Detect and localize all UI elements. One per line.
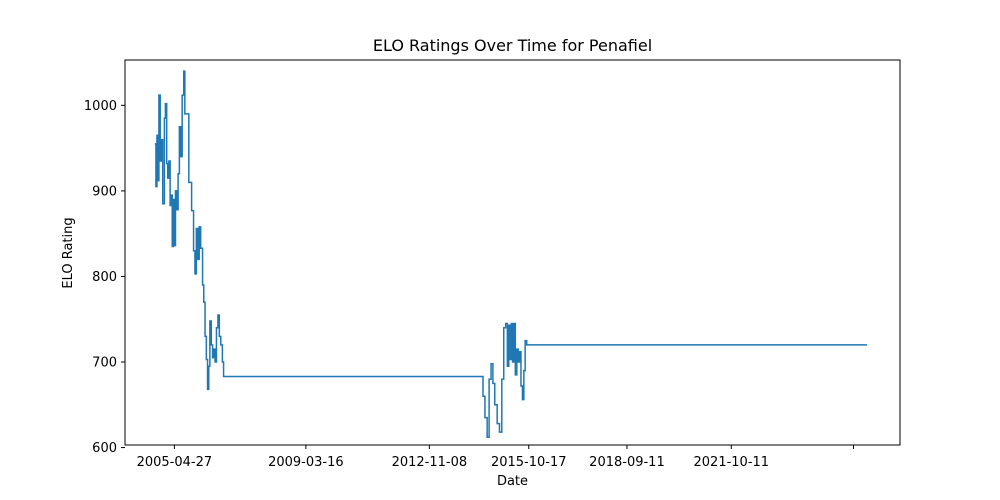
y-tick-label: 900 bbox=[92, 184, 117, 199]
x-tick-label: 2018-09-11 bbox=[589, 455, 665, 470]
y-tick-label: 600 bbox=[92, 441, 117, 456]
x-axis-label: Date bbox=[497, 474, 528, 489]
plot-layer bbox=[154, 70, 868, 439]
plot-frame bbox=[124, 59, 901, 446]
y-axis: 600 700 800 900 1000 bbox=[84, 99, 125, 456]
x-tick-label: 2005-04-27 bbox=[137, 455, 213, 470]
y-tick-label: 800 bbox=[92, 270, 117, 285]
x-axis: 2005-04-27 2009-03-16 2012-11-08 2015-10-17… bbox=[137, 445, 854, 470]
y-tick-label: 1000 bbox=[84, 99, 117, 114]
series-line-0 bbox=[154, 70, 868, 439]
x-tick-label: 2021-10-11 bbox=[694, 455, 770, 470]
y-axis-label: ELO Rating bbox=[61, 217, 76, 288]
x-tick-label: 2015-10-17 bbox=[491, 455, 567, 470]
y-tick-label: 700 bbox=[92, 356, 117, 371]
x-tick-label: 2009-03-16 bbox=[268, 455, 344, 470]
chart-title: ELO Ratings Over Time for Penafiel bbox=[373, 36, 652, 55]
x-tick-label: 2012-11-08 bbox=[392, 455, 468, 470]
